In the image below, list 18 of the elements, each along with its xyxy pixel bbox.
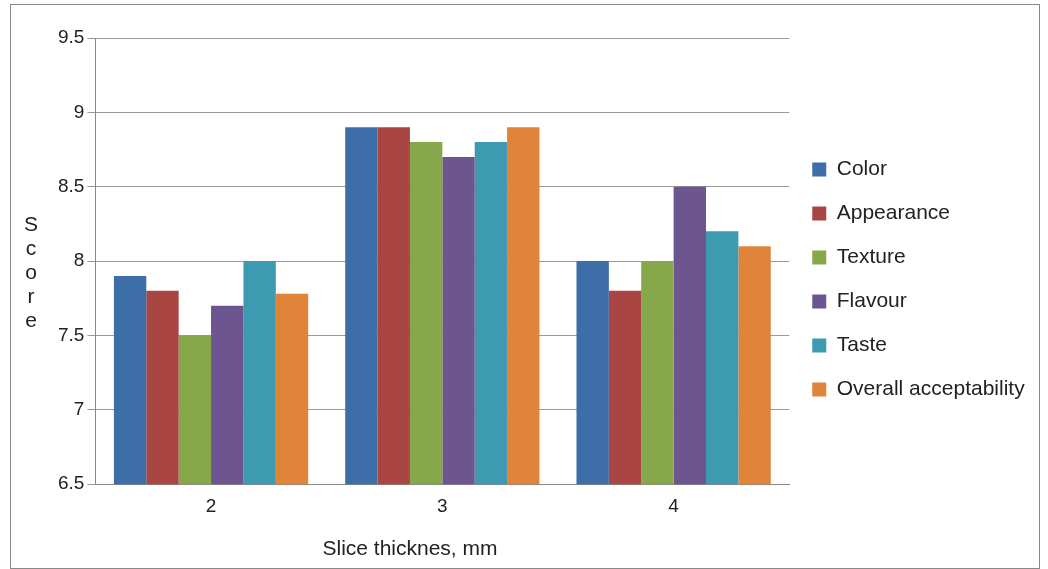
- x-tick-label: 3: [437, 494, 448, 516]
- y-tick-label: 7: [73, 398, 85, 420]
- y-tick-label: 9.5: [57, 26, 85, 48]
- x-axis-title: Slice thicknes, mm: [321, 536, 499, 560]
- legend-label: Overall acceptability: [836, 376, 1026, 400]
- y-tick-label: 7.5: [57, 323, 85, 345]
- legend-label: Texture: [836, 244, 906, 268]
- x-tick-label: 4: [668, 494, 680, 516]
- legend-label: Color: [836, 156, 887, 180]
- y-tick-label: 9: [73, 100, 85, 122]
- y-tick-label: 8.5: [57, 174, 85, 196]
- y-tick-label: 8: [73, 249, 85, 271]
- legend-label: Appearance: [836, 200, 951, 224]
- legend-label: Flavour: [836, 288, 907, 312]
- y-axis-title: Score: [24, 212, 39, 332]
- legend-label: Taste: [836, 332, 887, 356]
- y-tick-label: 6.5: [57, 472, 85, 494]
- x-tick-label: 2: [205, 494, 217, 516]
